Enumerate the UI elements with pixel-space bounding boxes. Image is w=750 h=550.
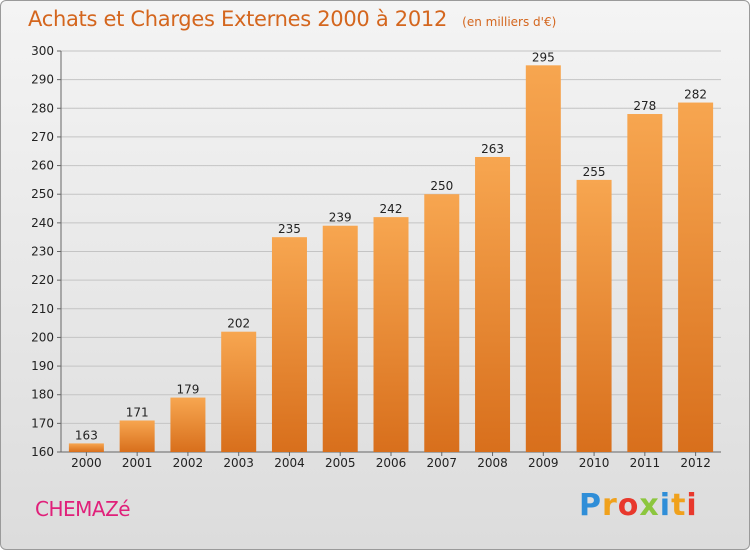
- bar-2005: [322, 225, 358, 452]
- bar-2001: [119, 420, 155, 452]
- value-label: 235: [278, 222, 301, 236]
- y-tick-label: 230: [31, 245, 54, 259]
- x-tick-label: 2002: [173, 456, 204, 470]
- proxiti-logo: Proxiti: [579, 488, 698, 523]
- y-tick-label: 280: [31, 101, 54, 115]
- value-label: 171: [126, 405, 149, 419]
- value-label: 242: [380, 202, 403, 216]
- y-tick-label: 210: [31, 302, 54, 316]
- y-tick-label: 200: [31, 330, 54, 344]
- chart-title-row: Achats et Charges Externes 2000 à 2012 (…: [28, 7, 556, 31]
- y-tick-label: 250: [31, 187, 54, 201]
- bar-2006: [373, 217, 409, 452]
- x-tick-label: 2009: [528, 456, 559, 470]
- value-label: 202: [227, 317, 250, 331]
- x-tick-label: 2010: [579, 456, 610, 470]
- x-tick-label: 2005: [325, 456, 356, 470]
- x-tick-label: 2011: [630, 456, 661, 470]
- value-label: 250: [430, 179, 453, 193]
- y-tick-label: 180: [31, 388, 54, 402]
- x-tick-label: 2012: [680, 456, 711, 470]
- value-label: 282: [684, 88, 707, 102]
- y-tick-label: 160: [31, 445, 54, 459]
- x-tick-label: 2004: [274, 456, 305, 470]
- value-label: 239: [329, 211, 352, 225]
- y-tick-label: 300: [31, 44, 54, 58]
- bar-2002: [170, 397, 206, 452]
- x-tick-label: 2008: [477, 456, 508, 470]
- logo-letter: o: [617, 488, 640, 523]
- y-tick-label: 220: [31, 273, 54, 287]
- logo-letter: i: [686, 488, 698, 523]
- y-tick-label: 170: [31, 416, 54, 430]
- y-tick-label: 270: [31, 130, 54, 144]
- y-tick-label: 190: [31, 359, 54, 373]
- y-tick-label: 290: [31, 73, 54, 87]
- bars: [68, 65, 714, 453]
- bar-2007: [424, 194, 460, 452]
- bar-2004: [271, 237, 307, 452]
- x-tick-label: 2007: [426, 456, 457, 470]
- logo-letter: x: [639, 488, 660, 523]
- bar-2009: [525, 65, 561, 453]
- value-label: 163: [75, 428, 98, 442]
- value-label: 278: [633, 99, 656, 113]
- y-tick-label: 240: [31, 216, 54, 230]
- logo-letter: r: [602, 488, 618, 523]
- x-tick-label: 2001: [122, 456, 153, 470]
- logo-letter: P: [579, 488, 602, 523]
- chart-title: Achats et Charges Externes 2000 à 2012: [28, 7, 448, 31]
- bar-2012: [678, 102, 714, 453]
- value-label: 179: [176, 383, 199, 397]
- x-tick-label: 2000: [71, 456, 102, 470]
- bar-2010: [576, 179, 612, 452]
- value-label: 255: [583, 165, 606, 179]
- logo-letter: i: [659, 488, 672, 523]
- bar-2000: [68, 443, 104, 452]
- labels: 160 170 180 190 200 210 220 230 240 250 260 270 280 2…: [31, 44, 711, 470]
- commune-name: CHEMAZé: [35, 497, 131, 521]
- logo-letter: t: [671, 488, 687, 523]
- bar-2003: [221, 331, 257, 452]
- value-label: 295: [532, 50, 555, 64]
- x-tick-label: 2006: [376, 456, 407, 470]
- bar-2011: [627, 114, 663, 452]
- value-label: 263: [481, 142, 504, 156]
- bar-2008: [475, 156, 511, 452]
- y-tick-label: 260: [31, 159, 54, 173]
- x-tick-label: 2003: [223, 456, 254, 470]
- chart-unit: (en milliers d'€): [462, 15, 557, 29]
